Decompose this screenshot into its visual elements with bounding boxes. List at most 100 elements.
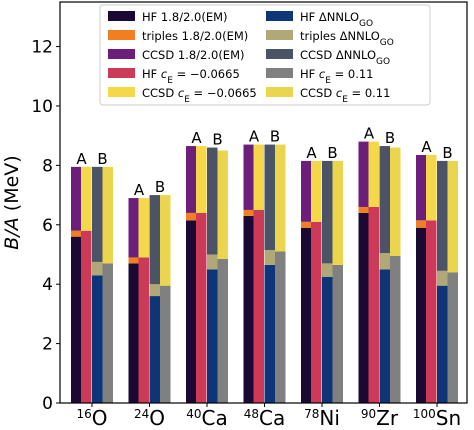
legend-label-part: = 0.11 — [331, 67, 374, 81]
column-label-b: B — [327, 144, 337, 162]
x-tick-element: Zr — [376, 406, 399, 430]
bar-ccsd-c011 — [332, 160, 343, 265]
x-tick-mass-number: 78 — [304, 407, 319, 421]
y-tick-label: 8 — [42, 156, 53, 176]
bar-hf-go — [149, 296, 160, 403]
legend-label-part: E — [184, 95, 190, 105]
column-label-a: A — [364, 125, 375, 143]
bar-hf-em — [243, 215, 254, 403]
y-axis-label: B/A (MeV) — [1, 155, 23, 249]
x-tick-label: 48Ca — [244, 406, 286, 430]
bar-ccsd-em — [243, 144, 254, 210]
legend-label-part: E — [325, 76, 331, 86]
bar-hf-ce-neg — [368, 206, 379, 403]
bar-ccsd-em — [71, 166, 82, 231]
y-tick-label: 12 — [31, 38, 53, 58]
x-tick-mass-number: 40 — [186, 407, 201, 421]
bar-ccsd-go — [149, 195, 160, 285]
x-tick-element: Sn — [436, 406, 461, 430]
legend-label-part: CCSD ΔNNLO — [300, 48, 376, 62]
legend-label-part: = 0.11 — [348, 86, 391, 100]
y-tick-label: 4 — [42, 275, 53, 295]
bar-triples-em — [416, 220, 427, 228]
column-label-a: A — [191, 129, 202, 147]
x-tick-element: Ca — [259, 406, 285, 430]
legend-label-part: GO — [380, 38, 394, 48]
legend-label-part: E — [342, 95, 348, 105]
bar-triples-em — [243, 209, 254, 216]
bar-ccsd-ce-neg — [138, 198, 149, 258]
legend-box — [99, 4, 431, 106]
legend-label: CCSD ΔNNLOGO — [300, 48, 390, 67]
bar-ccsd-ce-neg — [253, 144, 264, 210]
column-label-b: B — [212, 131, 222, 149]
bar-hf-em — [301, 227, 312, 403]
bar-hf-ce-neg — [253, 209, 264, 403]
legend-label: triples 1.8/2.0(EM) — [142, 29, 248, 43]
bar-hf-go — [207, 269, 218, 403]
bar-hf-ce-neg — [81, 230, 92, 403]
bar-ccsd-em — [358, 141, 369, 207]
bar-triples-go — [149, 284, 160, 297]
x-tick-element: O — [92, 406, 108, 430]
bar-triples-em — [128, 257, 139, 264]
column-label-b: B — [385, 129, 395, 147]
plot-frame — [59, 1, 468, 404]
legend-label-part: triples ΔNNLO — [300, 29, 380, 43]
legend-swatch — [108, 11, 135, 21]
legend-label-part: GO — [359, 19, 373, 29]
legend-label: HF cE = −0.0665 — [142, 67, 240, 86]
bar-ccsd-go — [207, 147, 218, 255]
x-tick-element: O — [149, 406, 165, 430]
bar-hf-ce-neg — [426, 220, 437, 403]
bar-hf-go — [92, 275, 103, 403]
legend-label-part: c — [336, 86, 343, 100]
bar-ccsd-em — [128, 198, 139, 258]
legend-swatch — [266, 68, 293, 78]
y-axis-label-quantity: B/A — [1, 217, 23, 249]
bar-hf-ce-neg — [138, 257, 149, 403]
column-label-a: A — [421, 138, 432, 156]
y-tick-label: 0 — [42, 394, 53, 414]
y-tick-label: 6 — [42, 216, 53, 236]
bar-triples-em — [71, 230, 82, 237]
bar-triples-go — [264, 250, 275, 265]
legend-label: CCSD 1.8/2.0(EM) — [142, 48, 244, 62]
column-label-b: B — [155, 178, 165, 196]
bar-triples-em — [358, 206, 369, 213]
bar-triples-go — [322, 263, 333, 277]
legend-swatch — [108, 49, 135, 59]
legend-swatch — [108, 30, 135, 40]
legend-label: CCSD cE = 0.11 — [300, 86, 390, 105]
legend-label: CCSD cE = −0.0665 — [142, 86, 257, 105]
x-tick-mass-number: 16 — [76, 407, 91, 421]
column-label-a: A — [76, 150, 87, 168]
legend-label-part: HF ΔNNLO — [300, 10, 359, 24]
legend-label-part: c — [319, 67, 326, 81]
bar-triples-go — [207, 254, 218, 270]
legend-swatch — [108, 68, 135, 78]
bar-ccsd-go — [92, 166, 103, 262]
bar-ccsd-go — [264, 144, 275, 251]
legend-label: HF cE = 0.11 — [300, 67, 374, 86]
y-tick-label: 10 — [31, 97, 53, 117]
bar-ccsd-c011 — [275, 144, 286, 252]
x-tick-mass-number: 90 — [361, 407, 376, 421]
x-tick-label: 16O — [76, 406, 107, 430]
x-tick-label: 24O — [134, 406, 165, 430]
bar-ccsd-c011 — [390, 147, 401, 256]
bar-hf-c011 — [102, 263, 113, 403]
x-tick-mass-number: 100 — [413, 407, 436, 421]
bar-ccsd-em — [301, 160, 312, 222]
legend-label-part: GO — [376, 57, 390, 67]
bar-hf-c011 — [390, 255, 401, 403]
legend-label-part: HF 1.8/2.0(EM) — [142, 10, 228, 24]
x-tick-label: 78Ni — [304, 406, 340, 430]
bar-ccsd-ce-neg — [368, 141, 379, 207]
bar-hf-em — [71, 236, 82, 403]
bar-triples-em — [301, 221, 312, 228]
bar-hf-go — [437, 285, 448, 403]
legend-label-part: CCSD — [300, 86, 336, 100]
column-label-b: B — [270, 128, 280, 146]
